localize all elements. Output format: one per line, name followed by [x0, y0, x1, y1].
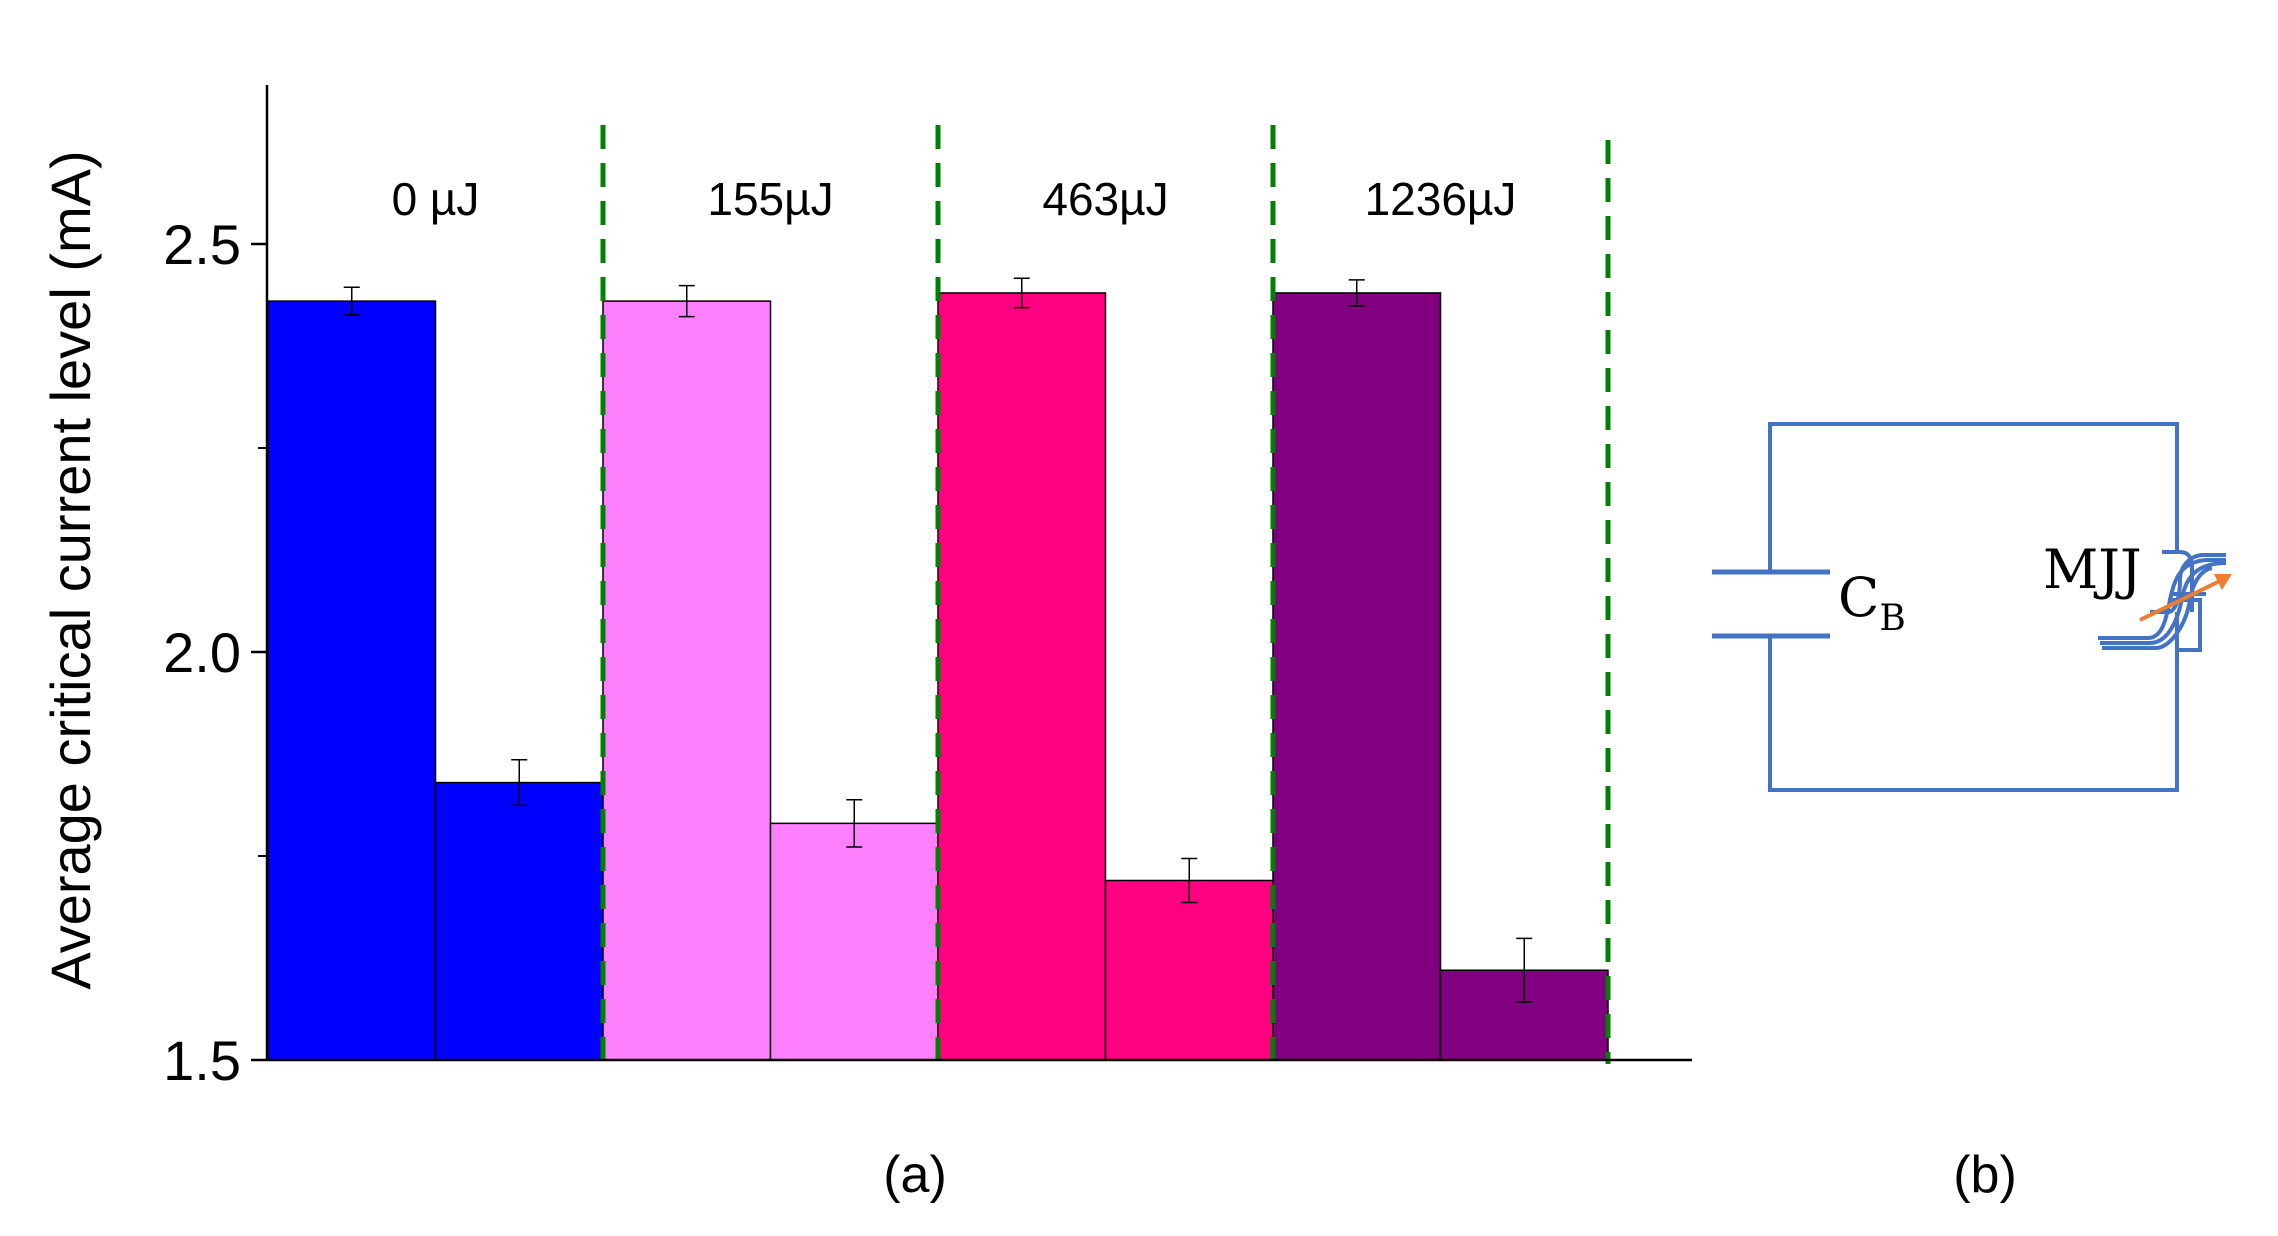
circuit-wire-loop-bottom — [1768, 612, 2179, 792]
panel-label-b: (b) — [1953, 1146, 2017, 1204]
bar-2-0 — [937, 292, 1107, 1061]
panel-label-a: (a) — [883, 1146, 947, 1204]
error-bar-3-1 — [1516, 937, 1533, 1003]
bar-1-0 — [602, 300, 772, 1061]
variable-arrow-head — [2214, 574, 2232, 590]
error-bar-2-1 — [1181, 857, 1198, 904]
bar-0-1 — [434, 781, 604, 1061]
y-tick-label-2: 2.5 — [163, 213, 241, 276]
group-labels: 0 µJ 155µJ 463µJ 1236µJ — [392, 173, 1517, 225]
bar-2-1 — [1104, 879, 1274, 1061]
group-label-0: 0 µJ — [392, 173, 480, 225]
junction-label: MJJ — [2043, 538, 2142, 601]
axes — [265, 85, 1692, 1062]
error-bar-1-1 — [846, 798, 863, 848]
error-bar-2-0 — [1013, 277, 1030, 309]
bar-3-0 — [1272, 292, 1442, 1061]
bar-0-0 — [267, 300, 437, 1061]
circuit-wire-loop — [1768, 422, 2179, 570]
bars — [267, 292, 1609, 1061]
y-ticks: 1.5 2.0 2.5 — [163, 213, 267, 1092]
circuit-diagram: CB MJJ (b) — [1712, 422, 2232, 1204]
y-axis-label: Average critical current level (mA) — [39, 150, 102, 989]
variable-arrow-shaft — [2139, 576, 2227, 622]
group-label-1: 155µJ — [707, 173, 833, 225]
group-separators — [600, 125, 1611, 1064]
error-bar-3-0 — [1348, 279, 1365, 307]
error-bar-1-0 — [678, 284, 695, 318]
group-label-3: 1236µJ — [1365, 173, 1517, 225]
error-bar-0-0 — [343, 286, 360, 316]
error-bars — [343, 277, 1533, 1003]
group-label-2: 463µJ — [1042, 173, 1168, 225]
capacitor-label: CB — [1838, 566, 1906, 639]
error-bar-0-1 — [511, 758, 528, 807]
y-tick-label-0: 1.5 — [163, 1029, 241, 1092]
bar-chart: 1.5 2.0 2.5 0 µJ 155µJ 463µJ 1236µJ Average c… — [39, 85, 1692, 1204]
bar-1-1 — [769, 822, 939, 1061]
y-tick-label-1: 2.0 — [163, 621, 241, 684]
